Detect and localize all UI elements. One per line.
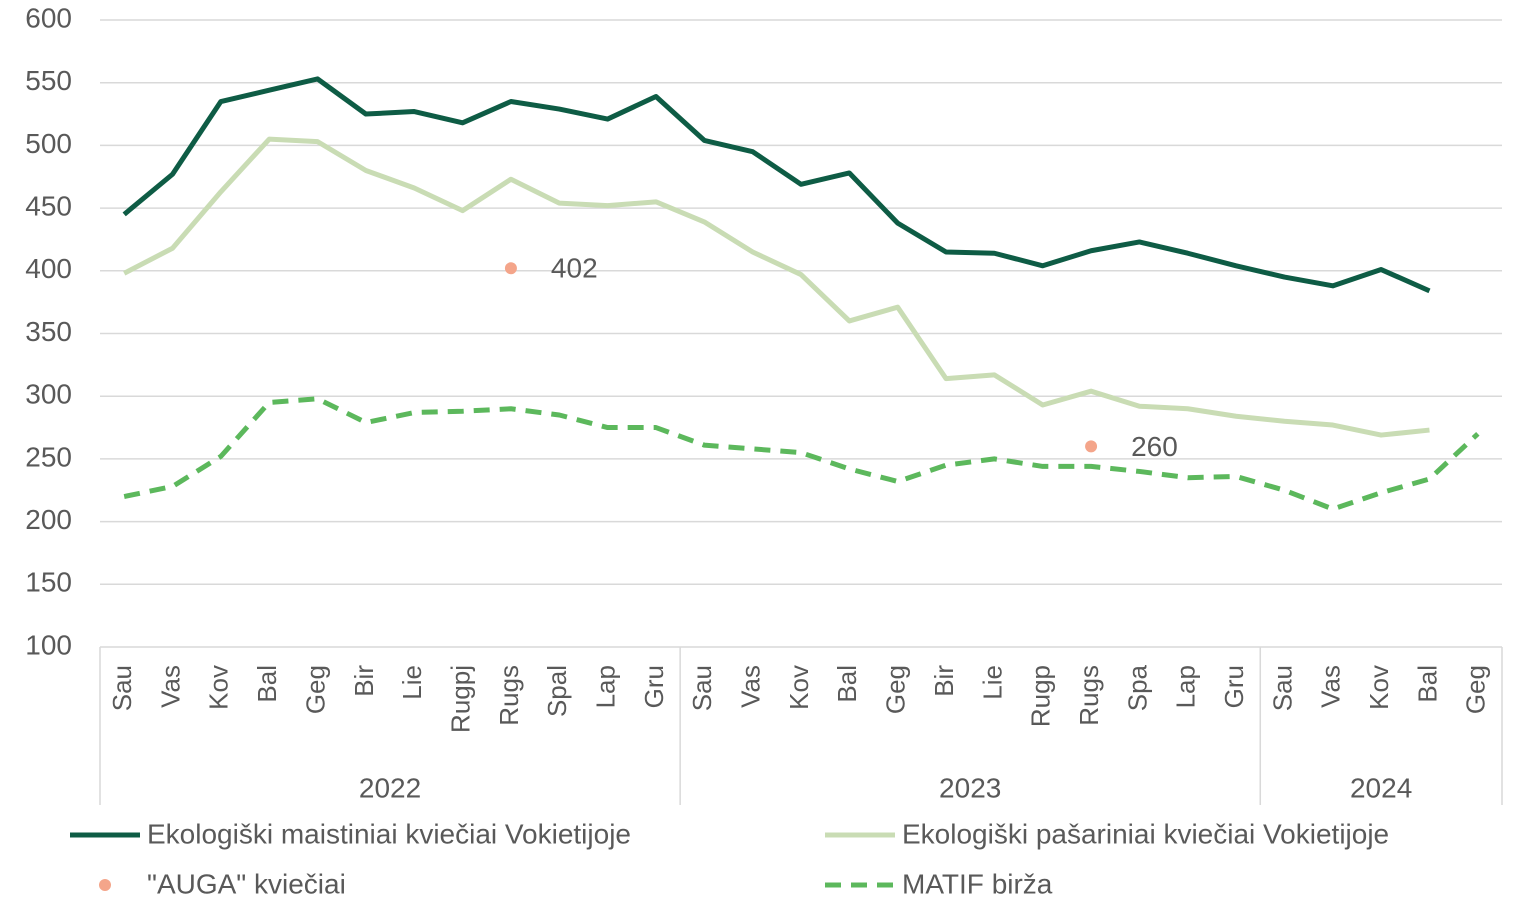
x-tick-label: Lap [1171,665,1201,708]
point [1085,440,1098,453]
group-label: 2022 [359,772,421,803]
x-tick-label: Rugp [1026,665,1056,727]
y-tick-label: 250 [25,441,72,472]
x-tick-label: Vas [1316,665,1346,708]
x-tick-label: Sau [1267,665,1297,711]
y-tick-label: 600 [25,2,72,33]
x-tick-label: Kov [1364,665,1394,710]
y-tick-label: 400 [25,253,72,284]
series-line [122,76,1431,294]
x-tick-label: Rugs [494,665,524,726]
x-tick-label: Rugpj [445,665,475,733]
x-tick-label: Geg [1461,665,1491,714]
y-tick-label: 200 [25,504,72,535]
legend-label: Ekologiški maistiniai kviečiai Vokietijo… [147,818,631,849]
x-tick-label: Gru [639,665,669,708]
y-tick-label: 350 [25,316,72,347]
x-tick-label: Sau [687,665,717,711]
point [504,262,517,275]
x-tick-label: Gru [1219,665,1249,708]
y-tick-label: 450 [25,190,72,221]
x-tick-label: Lie [977,665,1007,700]
legend-label: "AUGA" kviečiai [147,868,346,899]
group-label: 2024 [1350,772,1412,803]
x-tick-label: Rugs [1074,665,1104,726]
x-tick-label: Lie [397,665,427,700]
y-tick-label: 100 [25,629,72,660]
y-tick-label: 500 [25,128,72,159]
x-tick-label: Vas [155,665,185,708]
legend-marker [99,879,111,891]
data-label: 402 [551,253,598,284]
series-line [123,136,1430,438]
x-tick-label: Bal [832,665,862,703]
x-tick-label: Vas [736,665,766,708]
x-tick-label: Spa [1122,664,1152,711]
x-tick-label: Bal [252,665,282,703]
x-tick-label: Bir [349,665,379,697]
legend-label: Ekologiški pašariniai kviečiai Vokietijo… [902,818,1389,849]
x-tick-label: Sau [107,665,137,711]
x-tick-label: Bal [1412,665,1442,703]
x-tick-label: Kov [204,665,234,710]
legend-label: MATIF birža [902,868,1053,899]
data-label: 260 [1131,431,1178,462]
y-tick-label: 300 [25,379,72,410]
x-tick-label: Spal [542,665,572,717]
y-tick-label: 150 [25,567,72,598]
x-tick-label: Bir [929,665,959,697]
series-line [123,396,1480,512]
x-tick-label: Lap [590,665,620,708]
y-tick-label: 550 [25,65,72,96]
x-tick-label: Geg [300,665,330,714]
x-tick-label: Geg [881,665,911,714]
x-tick-label: Kov [784,665,814,710]
group-label: 2023 [939,772,1001,803]
